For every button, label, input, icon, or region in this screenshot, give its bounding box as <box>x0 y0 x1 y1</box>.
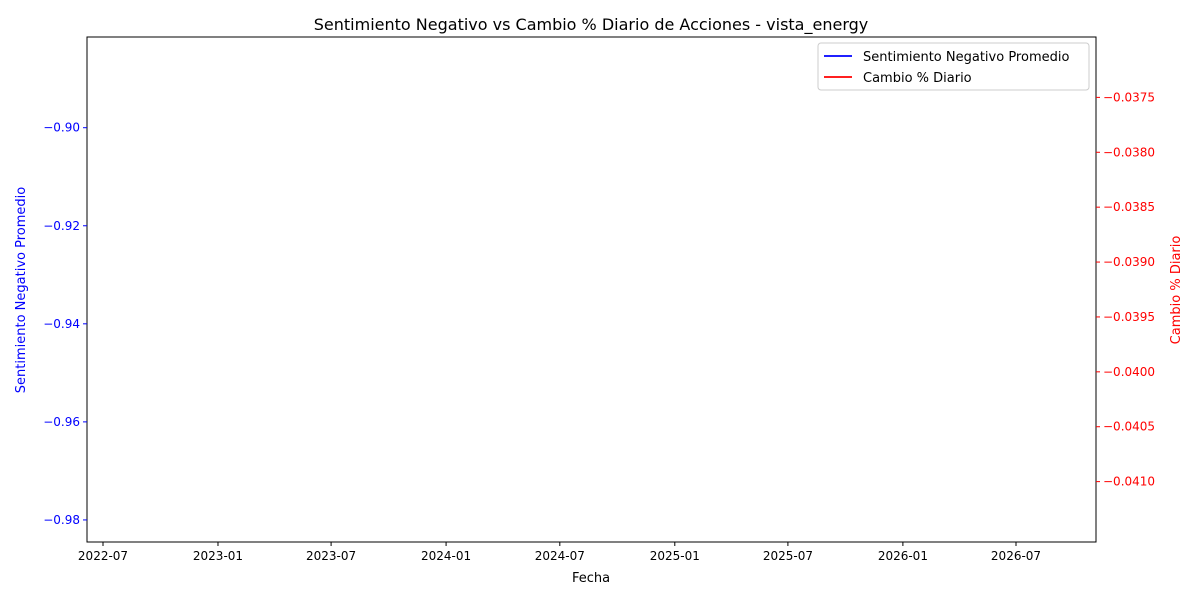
x-tick-label: 2023-07 <box>306 549 356 563</box>
right-y-tick-label: −0.0390 <box>1103 255 1155 269</box>
left-y-tick-label: −0.96 <box>43 415 80 429</box>
right-y-tick-label: −0.0385 <box>1103 200 1155 214</box>
x-tick-label: 2024-01 <box>421 549 471 563</box>
left-y-axis-label: Sentimiento Negativo Promedio <box>14 187 29 393</box>
right-y-tick-label: −0.0405 <box>1103 420 1155 434</box>
right-y-tick-label: −0.0395 <box>1103 310 1155 324</box>
legend: Sentimiento Negativo Promedio Cambio % D… <box>817 42 1090 91</box>
x-axis-label: Fecha <box>572 571 610 586</box>
x-tick-label: 2026-01 <box>878 549 928 563</box>
x-tick-label: 2024-07 <box>535 549 585 563</box>
right-y-tick-label: −0.0410 <box>1103 475 1155 489</box>
legend-label-change: Cambio % Diario <box>863 71 972 86</box>
left-y-tick-label: −0.94 <box>43 317 80 331</box>
x-tick-label: 2025-01 <box>650 549 700 563</box>
x-tick-label: 2025-07 <box>763 549 813 563</box>
x-tick-label: 2026-07 <box>991 549 1041 563</box>
right-y-tick-label: −0.0375 <box>1103 90 1155 104</box>
x-tick-label: 2022-07 <box>78 549 128 563</box>
x-tick-label: 2023-01 <box>193 549 243 563</box>
left-y-tick-label: −0.90 <box>43 121 80 135</box>
x-axis: 2022-07 2023-01 2023-07 2024-01 2024-07 2025-… <box>78 542 1041 563</box>
right-y-tick-label: −0.0400 <box>1103 365 1155 379</box>
legend-label-sentiment: Sentimiento Negativo Promedio <box>863 50 1069 65</box>
left-y-tick-label: −0.98 <box>43 513 80 527</box>
right-y-tick-label: −0.0380 <box>1103 145 1155 159</box>
chart-title: Sentimiento Negativo vs Cambio % Diario … <box>314 15 868 35</box>
plot-frame <box>86 36 1097 543</box>
left-y-axis: −0.90 −0.92 −0.94 −0.96 −0.98 <box>43 121 87 527</box>
right-y-axis: −0.0375 −0.0380 −0.0385 −0.0390 −0.0395 −0.04… <box>1096 90 1155 489</box>
legend-box <box>817 42 1090 91</box>
right-y-axis-label: Cambio % Diario <box>1169 236 1184 345</box>
left-y-tick-label: −0.92 <box>43 219 80 233</box>
